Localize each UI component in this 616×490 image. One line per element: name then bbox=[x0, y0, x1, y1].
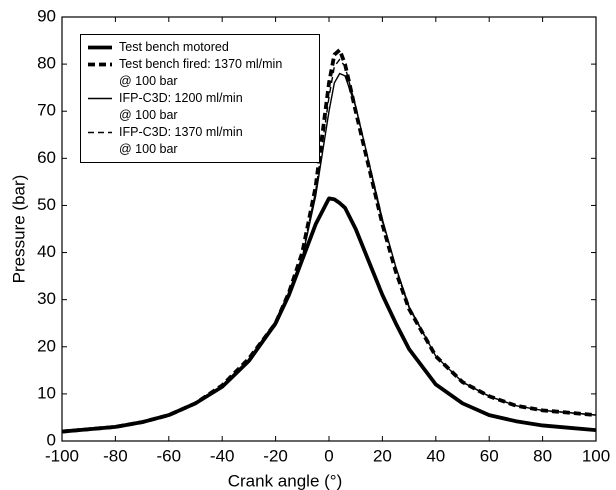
x-tick-label: 80 bbox=[533, 446, 552, 465]
x-tick-label: -80 bbox=[103, 446, 128, 465]
x-tick-label: 100 bbox=[582, 446, 610, 465]
x-tick-label: 40 bbox=[426, 446, 445, 465]
series-line bbox=[61, 196, 597, 434]
y-tick-label: 70 bbox=[37, 101, 56, 120]
x-tick-label: -100 bbox=[45, 446, 79, 465]
legend-swatch bbox=[88, 131, 112, 134]
y-tick-label: 30 bbox=[37, 289, 56, 308]
x-tick-label: -20 bbox=[263, 446, 288, 465]
legend-label: Test bench fired: 1370 ml/min @ 100 bar bbox=[119, 57, 283, 88]
y-tick-label: 10 bbox=[37, 383, 56, 402]
y-tick-label: 50 bbox=[37, 195, 56, 214]
legend-item: IFP-C3D: 1200 ml/min @ 100 bar bbox=[81, 90, 319, 124]
legend-item: IFP-C3D: 1370 ml/min @ 100 bar bbox=[81, 124, 319, 158]
y-axis-label: Pressure (bar) bbox=[9, 175, 28, 284]
legend-item: Test bench motored bbox=[81, 39, 319, 56]
x-tick-label: 60 bbox=[480, 446, 499, 465]
y-tick-label: 90 bbox=[37, 6, 56, 25]
legend-label: Test bench motored bbox=[119, 40, 229, 54]
legend-item: Test bench fired: 1370 ml/min @ 100 bar bbox=[81, 56, 319, 90]
legend-swatch bbox=[88, 97, 112, 100]
x-tick-label: 20 bbox=[373, 446, 392, 465]
legend-swatch bbox=[88, 45, 112, 50]
legend-label: IFP-C3D: 1370 ml/min @ 100 bar bbox=[119, 125, 243, 156]
x-tick-label: 0 bbox=[324, 446, 333, 465]
y-tick-label: 40 bbox=[37, 242, 56, 261]
y-tick-label: 80 bbox=[37, 54, 56, 73]
x-axis-label: Crank angle (°) bbox=[228, 471, 343, 490]
x-tick-label: -40 bbox=[210, 446, 235, 465]
legend-swatch bbox=[88, 62, 112, 67]
y-tick-label: 20 bbox=[37, 336, 56, 355]
y-tick-label: 0 bbox=[47, 430, 56, 449]
x-tick-label: -60 bbox=[157, 446, 182, 465]
series-line bbox=[61, 58, 597, 433]
plot-frame bbox=[61, 16, 597, 442]
legend: Test bench motored Test bench fired: 1370… bbox=[80, 34, 320, 163]
y-tick-label: 60 bbox=[37, 148, 56, 167]
legend-label: IFP-C3D: 1200 ml/min @ 100 bar bbox=[119, 91, 243, 122]
